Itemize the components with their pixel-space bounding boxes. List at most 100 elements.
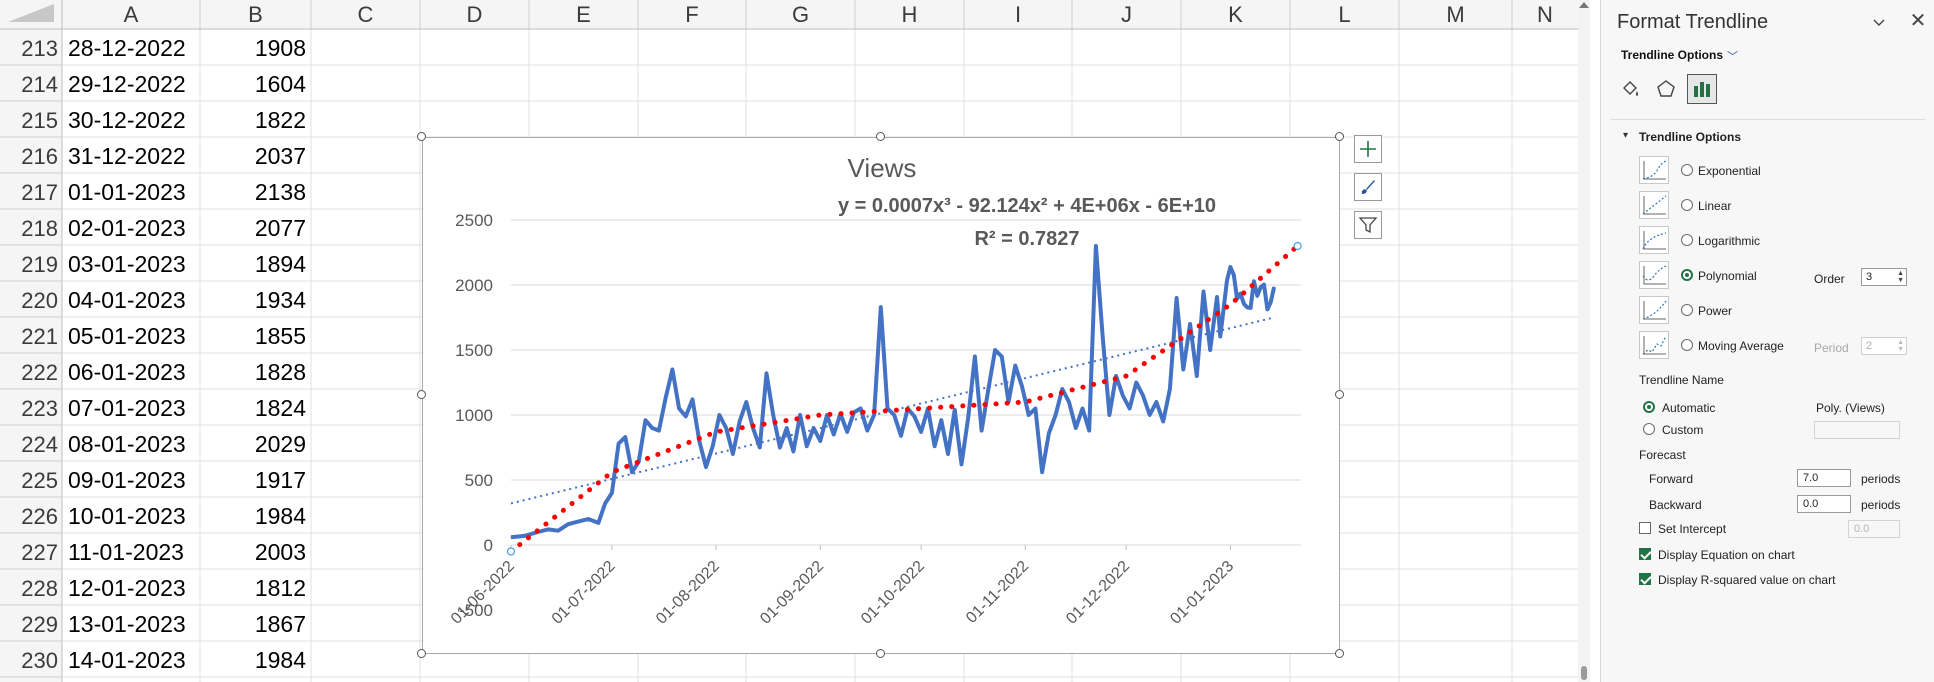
resize-handle-top-right[interactable]	[1335, 132, 1344, 141]
data-point[interactable]	[967, 417, 969, 419]
column-header[interactable]: B	[248, 2, 263, 27]
data-point[interactable]	[604, 502, 606, 504]
row-header[interactable]: 228	[21, 576, 58, 601]
cell-date[interactable]: 06-01-2023	[68, 359, 186, 385]
data-point[interactable]	[1266, 308, 1268, 311]
data-point[interactable]	[1115, 375, 1117, 377]
row-header[interactable]: 227	[21, 540, 58, 565]
display-equation-checkbox[interactable]	[1639, 548, 1651, 560]
column-header[interactable]: F	[685, 2, 698, 27]
data-point[interactable]	[1196, 375, 1198, 377]
row-header[interactable]: 221	[21, 324, 58, 349]
data-point[interactable]	[611, 492, 613, 494]
cell-date[interactable]: 04-01-2023	[68, 287, 186, 313]
row-header[interactable]: 226	[21, 504, 58, 529]
data-point[interactable]	[1034, 407, 1037, 410]
row-header[interactable]: 219	[21, 252, 58, 277]
data-point[interactable]	[523, 535, 526, 537]
cell-views[interactable]: 1812	[255, 575, 306, 601]
resize-handle-left[interactable]	[417, 390, 426, 399]
data-point[interactable]	[866, 430, 868, 432]
data-point[interactable]	[819, 440, 821, 442]
cell-views[interactable]: 1908	[255, 35, 306, 61]
options-dropdown[interactable]: Trendline Options	[1621, 48, 1724, 62]
select-all-icon[interactable]	[8, 4, 54, 22]
data-point[interactable]	[1223, 307, 1225, 309]
cell-date[interactable]: 14-01-2023	[68, 647, 186, 673]
data-point[interactable]	[954, 409, 956, 411]
column-header[interactable]: J	[1121, 2, 1132, 27]
data-point[interactable]	[1260, 286, 1262, 288]
data-point[interactable]	[860, 407, 862, 410]
data-point[interactable]	[947, 453, 949, 455]
display-rsq-checkbox[interactable]	[1639, 573, 1651, 585]
row-header[interactable]: 223	[21, 396, 58, 421]
column-header[interactable]: N	[1537, 2, 1553, 27]
data-point[interactable]	[987, 388, 989, 390]
data-point[interactable]	[617, 443, 620, 445]
data-point[interactable]	[587, 518, 589, 520]
data-point[interactable]	[1209, 349, 1211, 351]
cell-views[interactable]: 1917	[255, 467, 306, 493]
resize-handle-bottom-right[interactable]	[1335, 649, 1344, 658]
row-header[interactable]: 215	[21, 108, 58, 133]
row-header[interactable]: 216	[21, 144, 58, 169]
data-point[interactable]	[886, 407, 889, 410]
set-intercept-checkbox[interactable]	[1639, 522, 1651, 534]
data-point[interactable]	[799, 414, 801, 416]
resize-handle-bottom[interactable]	[876, 649, 885, 658]
data-point[interactable]	[1075, 427, 1077, 429]
row-header[interactable]: 220	[21, 288, 58, 313]
cell-views[interactable]: 2077	[255, 215, 306, 241]
cell-date[interactable]: 01-01-2023	[68, 179, 186, 205]
data-point[interactable]	[1142, 394, 1144, 397]
row-header[interactable]: 225	[21, 468, 58, 493]
data-point[interactable]	[577, 521, 579, 523]
name-automatic-label[interactable]: Automatic	[1662, 401, 1716, 415]
data-point[interactable]	[1128, 407, 1131, 410]
data-point[interactable]	[1108, 414, 1110, 416]
data-point[interactable]	[732, 453, 734, 455]
section-title[interactable]: Trendline Options	[1639, 130, 1742, 144]
tab-trendline-options[interactable]	[1687, 74, 1717, 104]
data-point[interactable]	[547, 528, 549, 530]
data-point[interactable]	[745, 401, 747, 403]
data-point[interactable]	[880, 306, 882, 308]
data-point[interactable]	[1001, 355, 1003, 358]
data-point[interactable]	[900, 435, 902, 437]
data-point[interactable]	[624, 436, 626, 438]
column-header[interactable]: G	[792, 2, 809, 27]
cell-views[interactable]: 1894	[255, 251, 306, 277]
data-point[interactable]	[981, 430, 983, 432]
data-point[interactable]	[994, 349, 996, 351]
data-point[interactable]	[1253, 280, 1255, 282]
cell-date[interactable]: 09-01-2023	[68, 467, 186, 493]
data-point[interactable]	[974, 355, 976, 358]
cell-views[interactable]: 1604	[255, 71, 306, 97]
column-header[interactable]: L	[1338, 2, 1350, 27]
data-point[interactable]	[644, 419, 647, 421]
order-spinner[interactable]: 3 ▲ ▼	[1861, 268, 1907, 286]
chevron-down-icon[interactable]	[1871, 14, 1887, 30]
section-chevron-icon[interactable]: ▾	[1623, 130, 1629, 141]
data-point[interactable]	[940, 419, 942, 421]
chart-filters-button[interactable]	[1354, 211, 1382, 239]
data-point[interactable]	[597, 522, 600, 524]
data-point[interactable]	[665, 397, 667, 399]
cell-date[interactable]: 05-01-2023	[68, 323, 186, 349]
polynomial-trendline[interactable]	[508, 243, 1301, 554]
resize-handle-bottom-left[interactable]	[417, 649, 426, 658]
data-point[interactable]	[893, 414, 895, 416]
data-point[interactable]	[1048, 432, 1050, 434]
cell-date[interactable]: 13-01-2023	[68, 611, 186, 637]
cell-date[interactable]: 08-01-2023	[68, 431, 186, 457]
data-point[interactable]	[920, 431, 922, 433]
data-point[interactable]	[846, 431, 848, 433]
trendline-type-label[interactable]: Polynomial	[1698, 269, 1757, 283]
display-equation-label[interactable]: Display Equation on chart	[1658, 548, 1795, 562]
cell-date[interactable]: 10-01-2023	[68, 503, 186, 529]
cell-date[interactable]: 11-01-2023	[68, 539, 184, 565]
intercept-input[interactable]: 0.0	[1848, 520, 1900, 538]
chart-object[interactable]: Views y = 0.0007x³ - 92.124x² + 4E+06x - …	[422, 137, 1340, 654]
data-point[interactable]	[960, 463, 963, 465]
